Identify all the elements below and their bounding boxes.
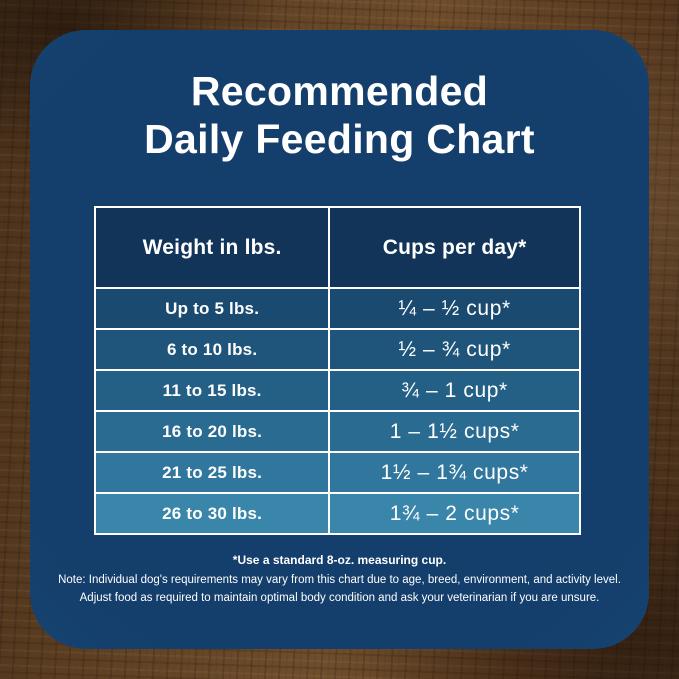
cups-cell: ¼ – ½ cup*	[398, 296, 511, 320]
table-row: 6 to 10 lbs. ½ – ¾ cup*	[96, 328, 579, 369]
cups-cell: 1¾ – 2 cups*	[389, 501, 520, 525]
table-row: Up to 5 lbs. ¼ – ½ cup*	[96, 287, 579, 328]
page-title: Recommended Daily Feeding Chart	[30, 68, 649, 164]
column-header-weight: Weight in lbs.	[96, 208, 331, 287]
weight-cell: 21 to 25 lbs.	[96, 453, 331, 492]
feeding-table: Weight in lbs. Cups per day* Up to 5 lbs…	[94, 206, 581, 535]
weight-cell: 26 to 30 lbs.	[96, 494, 331, 533]
title-line-2: Daily Feeding Chart	[144, 115, 535, 162]
note-line-1: Note: Individual dog's requirements may …	[58, 574, 621, 586]
cups-cell: 1 – 1½ cups*	[389, 419, 520, 443]
table-row: 21 to 25 lbs. 1½ – 1¾ cups*	[96, 451, 579, 492]
note-text: Note: Individual dog's requirements may …	[52, 572, 627, 608]
note-line-2: Adjust food as required to maintain opti…	[79, 591, 600, 604]
weight-cell: Up to 5 lbs.	[96, 289, 331, 328]
column-header-cups: Cups per day*	[382, 235, 527, 259]
table-header-row: Weight in lbs. Cups per day*	[96, 208, 579, 287]
cups-cell: ¾ – 1 cup*	[401, 378, 508, 402]
cups-cell: ½ – ¾ cup*	[398, 337, 511, 361]
title-line-1: Recommended	[190, 68, 489, 114]
feeding-chart-card: Recommended Daily Feeding Chart Weight in…	[30, 30, 649, 649]
footnotes: *Use a standard 8-oz. measuring cup. Not…	[52, 553, 627, 608]
weight-cell: 6 to 10 lbs.	[96, 330, 331, 369]
table-row: 26 to 30 lbs. 1¾ – 2 cups*	[96, 492, 579, 533]
table-row: 11 to 15 lbs. ¾ – 1 cup*	[96, 369, 579, 410]
weight-cell: 16 to 20 lbs.	[96, 412, 331, 451]
cups-cell: 1½ – 1¾ cups*	[380, 460, 529, 484]
table-row: 16 to 20 lbs. 1 – 1½ cups*	[96, 410, 579, 451]
weight-cell: 11 to 15 lbs.	[96, 371, 331, 410]
table-body: Up to 5 lbs. ¼ – ½ cup* 6 to 10 lbs. ½ –…	[96, 287, 579, 533]
measuring-cup-footnote: *Use a standard 8-oz. measuring cup.	[232, 553, 447, 567]
